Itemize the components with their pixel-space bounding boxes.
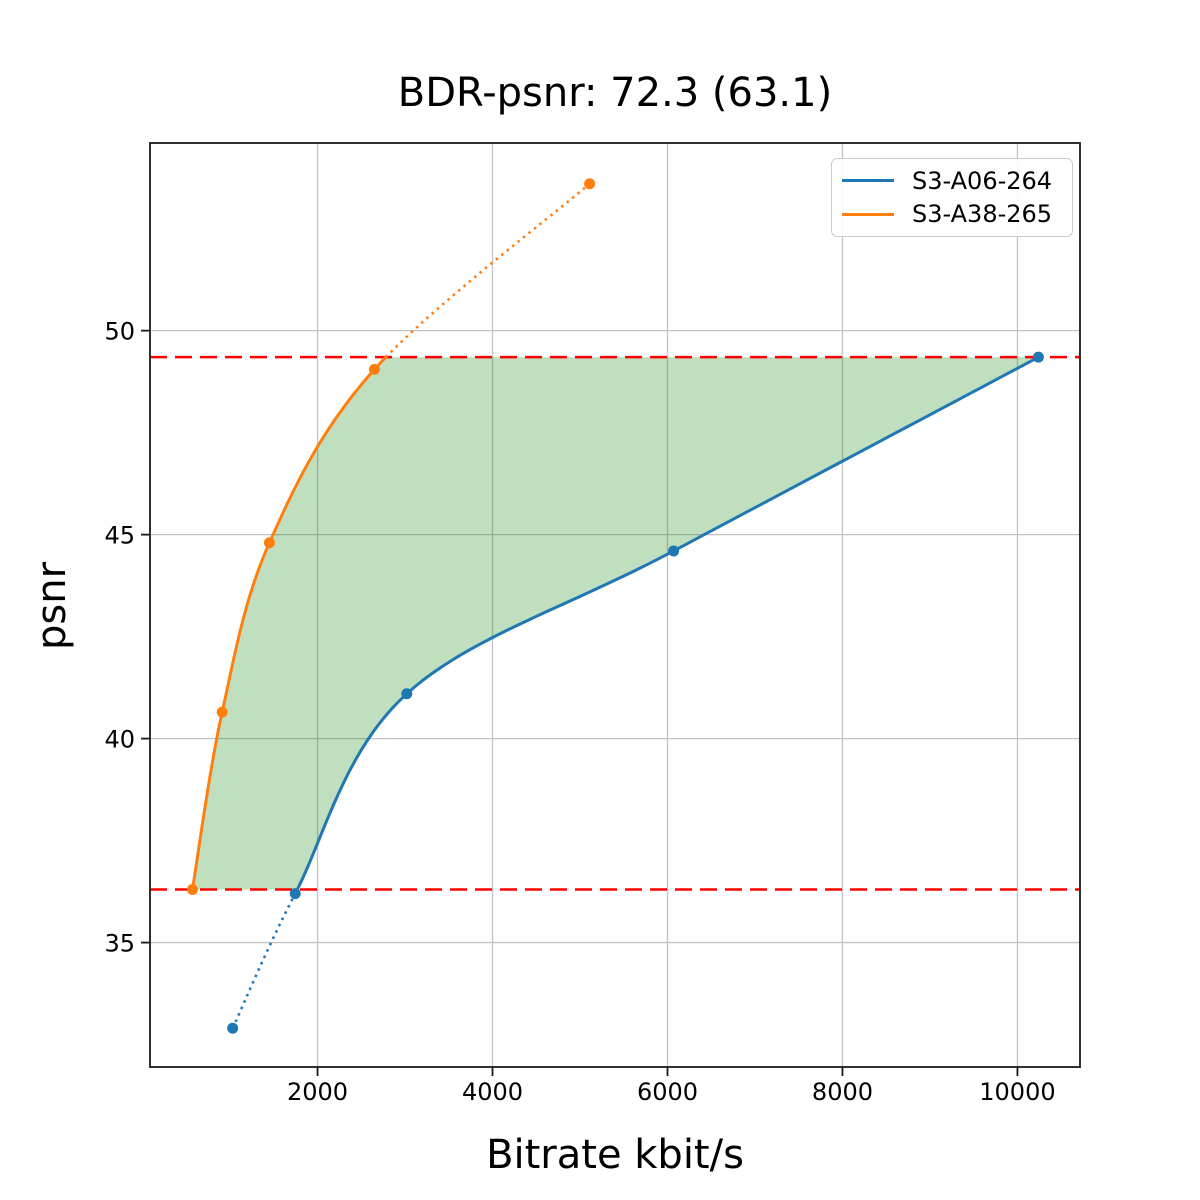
legend-item: S3-A06-264: [832, 165, 1072, 197]
data-point-marker: [263, 537, 275, 549]
series-curve-solid: [190, 356, 387, 890]
chart-title: BDR-psnr: 72.3 (63.1): [397, 70, 833, 116]
data-point-marker: [289, 888, 301, 900]
y-tick-label: 50: [104, 318, 135, 346]
plot-border: [149, 142, 1081, 1068]
legend: S3-A06-264 S3-A38-265: [831, 158, 1073, 237]
data-point-marker: [227, 1022, 239, 1034]
y-tick-label: 45: [104, 522, 135, 550]
legend-line-swatch-blue: [842, 179, 894, 183]
legend-line-swatch-orange: [842, 212, 894, 216]
y-axis-label: psnr: [29, 561, 75, 651]
data-point-marker: [584, 178, 596, 190]
x-tick-label: 2000: [287, 1078, 348, 1106]
legend-label: S3-A38-265: [912, 200, 1053, 229]
x-tick-label: 8000: [812, 1078, 873, 1106]
data-point-marker: [401, 688, 413, 700]
data-point-marker: [186, 884, 198, 896]
data-point-marker: [216, 706, 228, 718]
legend-label: S3-A06-264: [912, 166, 1053, 195]
series-curve-solid: [295, 355, 1040, 891]
data-point-marker: [1032, 351, 1044, 363]
data-point-marker: [368, 363, 380, 375]
x-tick-label: 6000: [637, 1078, 698, 1106]
data-point-marker: [668, 545, 680, 557]
bd-fill-region: [192, 357, 1039, 890]
y-tick-label: 35: [104, 930, 135, 958]
legend-item: S3-A38-265: [832, 198, 1072, 230]
x-axis-label: Bitrate kbit/s: [486, 1132, 744, 1178]
x-tick-label: 4000: [462, 1078, 523, 1106]
series-curve-dotted: [231, 888, 299, 1029]
y-tick-label: 40: [104, 726, 135, 754]
x-tick-label: 10000: [979, 1078, 1055, 1106]
